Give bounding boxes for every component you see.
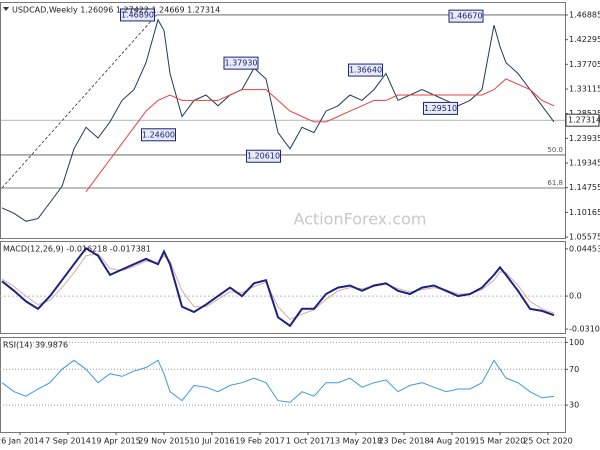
panel-title: USDCAD,Weekly 1.26096 1.27422 1.24669 1.… [12,6,220,15]
x-tick-label: 26 Jan 2014 [0,437,44,446]
y-tick-label: 1.14755 [569,183,600,192]
y-tick-label: 1.19345 [569,159,600,168]
y-tick-label: 1.33115 [569,85,600,94]
price-label-box [119,8,155,22]
price-label-box [348,63,384,77]
price-label: 1.24600 [142,130,175,139]
x-tick-label: 19 Feb 2017 [235,437,285,446]
x-tick-label: 4 Aug 2019 [429,437,475,446]
menu-triangle [3,7,9,11]
price-label: 1.37930 [224,59,257,68]
x-tick-label: 25 Oct 2020 [523,437,572,446]
y-tick-label: 0.0 [569,292,582,301]
price-label-box [246,149,281,163]
series-line [1,359,555,403]
y-tick-label: 1.05575 [569,233,600,242]
price-label: 1.46670 [449,12,482,21]
y-tick-label: 70 [569,365,579,374]
panel-frame [0,241,566,334]
y-tick-label: 30 [569,401,579,410]
x-tick-label: 13 May 2018 [330,437,382,446]
panel-title: RSI(14) 39.9876 [3,341,68,350]
fib-label: 61.8 [547,179,563,187]
y-tick-label: 1.28525 [569,109,600,118]
price-label-box [423,101,459,115]
panel-title: MACD(12,26,9) -0.016218 -0.017381 [3,245,151,254]
last-price-box [565,113,600,127]
watermark: ActionForex.com [293,210,426,229]
y-tick-label: 100 [569,338,584,347]
price-label: 1.36640 [349,66,382,75]
last-price-label: 1.27314 [568,116,600,125]
y-tick-label: 1.37705 [569,60,600,69]
series-line [85,78,555,193]
series-line [1,18,555,222]
x-tick-label: 1 Oct 2017 [286,437,330,446]
fib-label: 50.0 [547,146,563,154]
trend-line [1,14,157,189]
y-tick-label: 1.46885 [569,10,600,19]
panel-frame [0,337,566,433]
y-tick-label: 0.044534 [569,244,600,253]
x-tick-label: 29 Nov 2015 [138,437,189,446]
x-tick-label: 19 Apr 2015 [91,437,140,446]
price-label-box [448,9,484,23]
y-tick-label: 1.42295 [569,35,600,44]
y-tick-label: 1.23935 [569,134,600,143]
price-label: 1.20610 [247,152,280,161]
x-tick-label: 15 Mar 2020 [475,437,526,446]
price-label: 1.29510 [424,104,457,113]
price-label-box [140,128,176,142]
series-line [1,246,555,328]
y-tick-label: 1.10165 [569,208,600,217]
price-label-box [223,56,259,70]
x-tick-label: 23 Dec 2018 [378,437,429,446]
y-tick-label: -0.031072 [569,325,600,334]
x-tick-label: 10 Jul 2016 [189,437,234,446]
x-tick-label: 7 Sep 2014 [45,437,91,446]
price-label: 1.46890 [121,10,154,19]
